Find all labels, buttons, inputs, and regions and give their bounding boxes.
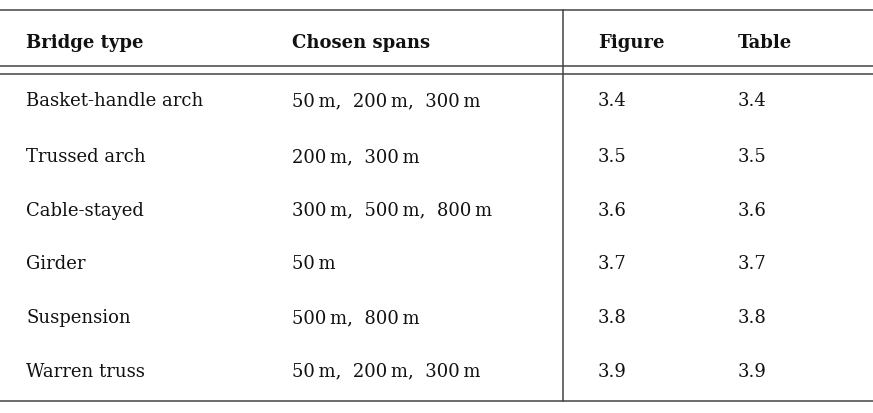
Text: 3.7: 3.7 — [598, 255, 627, 273]
Text: 50 m: 50 m — [292, 255, 336, 273]
Text: 300 m,  500 m,  800 m: 300 m, 500 m, 800 m — [292, 202, 492, 220]
Text: Girder: Girder — [26, 255, 86, 273]
Text: 3.8: 3.8 — [738, 309, 766, 327]
Text: 3.6: 3.6 — [598, 202, 627, 220]
Text: Bridge type: Bridge type — [26, 34, 144, 52]
Text: 3.5: 3.5 — [738, 148, 766, 166]
Text: Suspension: Suspension — [26, 309, 131, 327]
Text: Table: Table — [738, 34, 792, 52]
Text: 3.9: 3.9 — [738, 363, 766, 381]
Text: 50 m,  200 m,  300 m: 50 m, 200 m, 300 m — [292, 363, 481, 381]
Text: 3.8: 3.8 — [598, 309, 627, 327]
Text: 3.5: 3.5 — [598, 148, 627, 166]
Text: 3.7: 3.7 — [738, 255, 766, 273]
Text: Chosen spans: Chosen spans — [292, 34, 430, 52]
Text: 200 m,  300 m: 200 m, 300 m — [292, 148, 420, 166]
Text: Trussed arch: Trussed arch — [26, 148, 146, 166]
Text: Basket-handle arch: Basket-handle arch — [26, 92, 203, 110]
Text: 500 m,  800 m: 500 m, 800 m — [292, 309, 420, 327]
Text: Warren truss: Warren truss — [26, 363, 145, 381]
Text: Figure: Figure — [598, 34, 664, 52]
Text: 50 m,  200 m,  300 m: 50 m, 200 m, 300 m — [292, 92, 481, 110]
Text: 3.4: 3.4 — [738, 92, 766, 110]
Text: 3.9: 3.9 — [598, 363, 627, 381]
Text: 3.4: 3.4 — [598, 92, 627, 110]
Text: 3.6: 3.6 — [738, 202, 766, 220]
Text: Cable-stayed: Cable-stayed — [26, 202, 144, 220]
